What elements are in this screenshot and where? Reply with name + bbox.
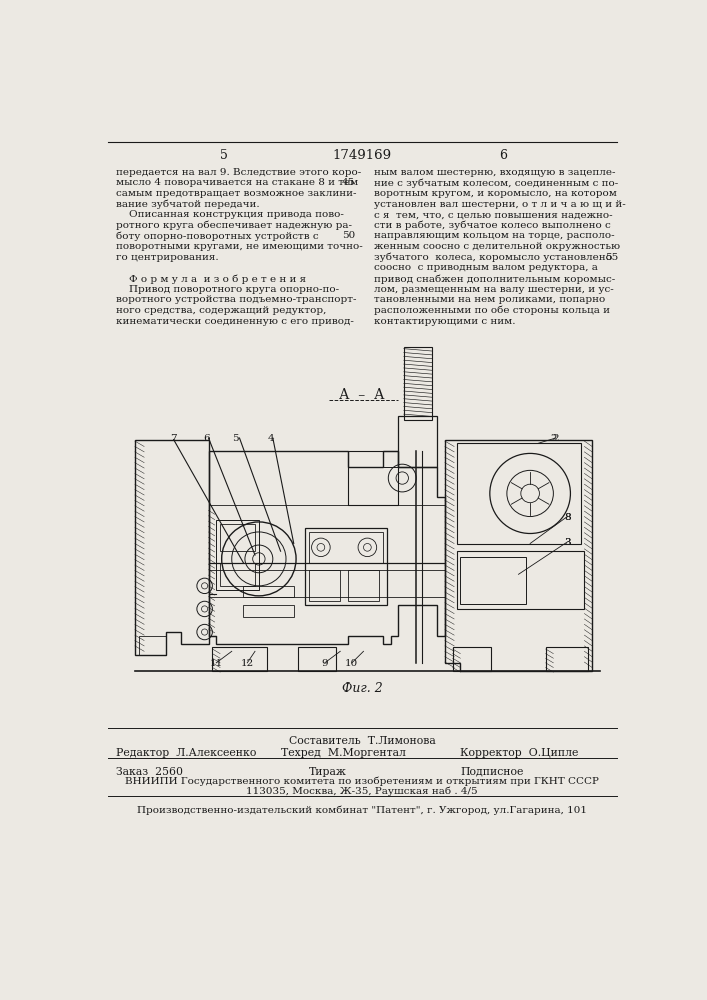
Text: 55: 55 xyxy=(605,253,619,262)
Text: самым предотвращает возможное заклини-: самым предотвращает возможное заклини- xyxy=(115,189,356,198)
Text: Составитель  Т.Лимонова: Составитель Т.Лимонова xyxy=(288,736,436,746)
Text: А  –  А: А – А xyxy=(339,388,385,402)
Text: 10: 10 xyxy=(345,659,358,668)
Text: Привод поворотного круга опорно-по-: Привод поворотного круга опорно-по- xyxy=(115,285,339,294)
Text: 45: 45 xyxy=(341,178,355,187)
Text: Подписное: Подписное xyxy=(460,767,524,777)
Text: ротного круга обеспечивает надежную ра-: ротного круга обеспечивает надежную ра- xyxy=(115,221,351,230)
Bar xyxy=(298,647,337,671)
Text: 12: 12 xyxy=(240,659,254,668)
Text: ным валом шестерню, входящую в зацепле-: ным валом шестерню, входящую в зацепле- xyxy=(373,168,615,177)
Text: Ф о р м у л а  и з о б р е т е н и я: Ф о р м у л а и з о б р е т е н и я xyxy=(115,274,305,284)
Bar xyxy=(220,524,255,551)
Text: направляющим кольцом на торце, располо-: направляющим кольцом на торце, располо- xyxy=(373,231,614,240)
Bar xyxy=(216,520,259,590)
Text: ного средства, содержащий редуктор,: ного средства, содержащий редуктор, xyxy=(115,306,326,315)
Text: 4: 4 xyxy=(267,434,274,443)
Text: Редактор  Л.Алексеенко: Редактор Л.Алексеенко xyxy=(115,748,256,758)
Bar xyxy=(546,647,588,671)
Text: 3: 3 xyxy=(564,538,571,547)
Bar xyxy=(457,443,580,544)
Text: мысло 4 поворачивается на стакане 8 и тем: мысло 4 поворачивается на стакане 8 и те… xyxy=(115,178,358,187)
Text: 11: 11 xyxy=(209,659,223,668)
Text: установлен вал шестерни, о т л и ч а ю щ и й-: установлен вал шестерни, о т л и ч а ю щ… xyxy=(373,200,625,209)
Text: с я  тем, что, с целью повышения надежно-: с я тем, что, с целью повышения надежно- xyxy=(373,210,612,219)
Text: 5: 5 xyxy=(220,149,228,162)
Text: ВНИИПИ Государственного комитета по изобретениям и открытиям при ГКНТ СССР: ВНИИПИ Государственного комитета по изоб… xyxy=(125,777,599,786)
Bar xyxy=(305,528,387,605)
Text: 2: 2 xyxy=(550,434,556,443)
Text: Заказ  2560: Заказ 2560 xyxy=(115,767,182,777)
Text: привод снабжен дополнительным коромыс-: привод снабжен дополнительным коромыс- xyxy=(373,274,615,284)
Text: 7: 7 xyxy=(170,434,177,443)
Text: кинематически соединенную с его привод-: кинематически соединенную с его привод- xyxy=(115,317,354,326)
Text: 3: 3 xyxy=(564,538,571,547)
Text: боту опорно-поворотных устройств с: боту опорно-поворотных устройств с xyxy=(115,231,318,241)
Text: Тираж: Тираж xyxy=(309,767,347,777)
Bar xyxy=(348,451,398,505)
Text: го центрирования.: го центрирования. xyxy=(115,253,218,262)
Text: воротным кругом, и коромысло, на котором: воротным кругом, и коромысло, на котором xyxy=(373,189,617,198)
Text: 5: 5 xyxy=(233,434,243,443)
Bar xyxy=(404,347,432,420)
Bar xyxy=(243,586,293,597)
Text: 8: 8 xyxy=(564,513,571,522)
Text: контактирующими с ним.: контактирующими с ним. xyxy=(373,317,515,326)
Bar xyxy=(457,551,585,609)
Text: 8: 8 xyxy=(564,513,571,522)
Text: тановленными на нем роликами, попарно: тановленными на нем роликами, попарно xyxy=(373,295,604,304)
Text: 6: 6 xyxy=(499,149,507,162)
Bar xyxy=(243,605,293,617)
Text: Техред  М.Моргентал: Техред М.Моргентал xyxy=(281,748,405,758)
Text: расположенными по обе стороны кольца и: расположенными по обе стороны кольца и xyxy=(373,306,609,315)
Text: вание зубчатой передачи.: вание зубчатой передачи. xyxy=(115,200,259,209)
Text: сти в работе, зубчатое колесо выполнено с: сти в работе, зубчатое колесо выполнено … xyxy=(373,221,610,230)
Bar xyxy=(348,570,379,601)
Bar xyxy=(139,636,166,655)
Text: зубчатого  колеса, коромысло установлено: зубчатого колеса, коромысло установлено xyxy=(373,253,612,262)
Text: 9: 9 xyxy=(322,659,328,668)
Bar xyxy=(212,647,267,671)
Text: воротного устройства подъемно-транспорт-: воротного устройства подъемно-транспорт- xyxy=(115,295,356,304)
Bar xyxy=(460,557,526,604)
Text: 50: 50 xyxy=(341,231,355,240)
Text: 2: 2 xyxy=(552,434,559,443)
Bar xyxy=(348,466,398,505)
Text: 113035, Москва, Ж-35, Раушская наб . 4/5: 113035, Москва, Ж-35, Раушская наб . 4/5 xyxy=(246,786,478,796)
Text: 6: 6 xyxy=(203,434,209,443)
Text: женным соосно с делительной окружностью: женным соосно с делительной окружностью xyxy=(373,242,620,251)
Bar xyxy=(309,570,340,601)
Bar xyxy=(220,563,255,586)
Text: поворотными кругами, не имеющими точно-: поворотными кругами, не имеющими точно- xyxy=(115,242,362,251)
Text: Корректор  О.Ципле: Корректор О.Ципле xyxy=(460,748,579,758)
Text: Фиг. 2: Фиг. 2 xyxy=(341,682,382,695)
Text: передается на вал 9. Вследствие этого коро-: передается на вал 9. Вследствие этого ко… xyxy=(115,168,361,177)
Text: 1749169: 1749169 xyxy=(332,149,392,162)
Text: ние с зубчатым колесом, соединенным с по-: ние с зубчатым колесом, соединенным с по… xyxy=(373,178,618,188)
Bar xyxy=(309,532,383,563)
Text: Производственно-издательский комбинат "Патент", г. Ужгород, ул.Гагарина, 101: Производственно-издательский комбинат "П… xyxy=(137,805,587,815)
Text: соосно  с приводным валом редуктора, а: соосно с приводным валом редуктора, а xyxy=(373,263,597,272)
Bar xyxy=(452,647,491,671)
Text: Описанная конструкция привода пово-: Описанная конструкция привода пово- xyxy=(115,210,344,219)
Text: лом, размещенным на валу шестерни, и ус-: лом, размещенным на валу шестерни, и ус- xyxy=(373,285,614,294)
